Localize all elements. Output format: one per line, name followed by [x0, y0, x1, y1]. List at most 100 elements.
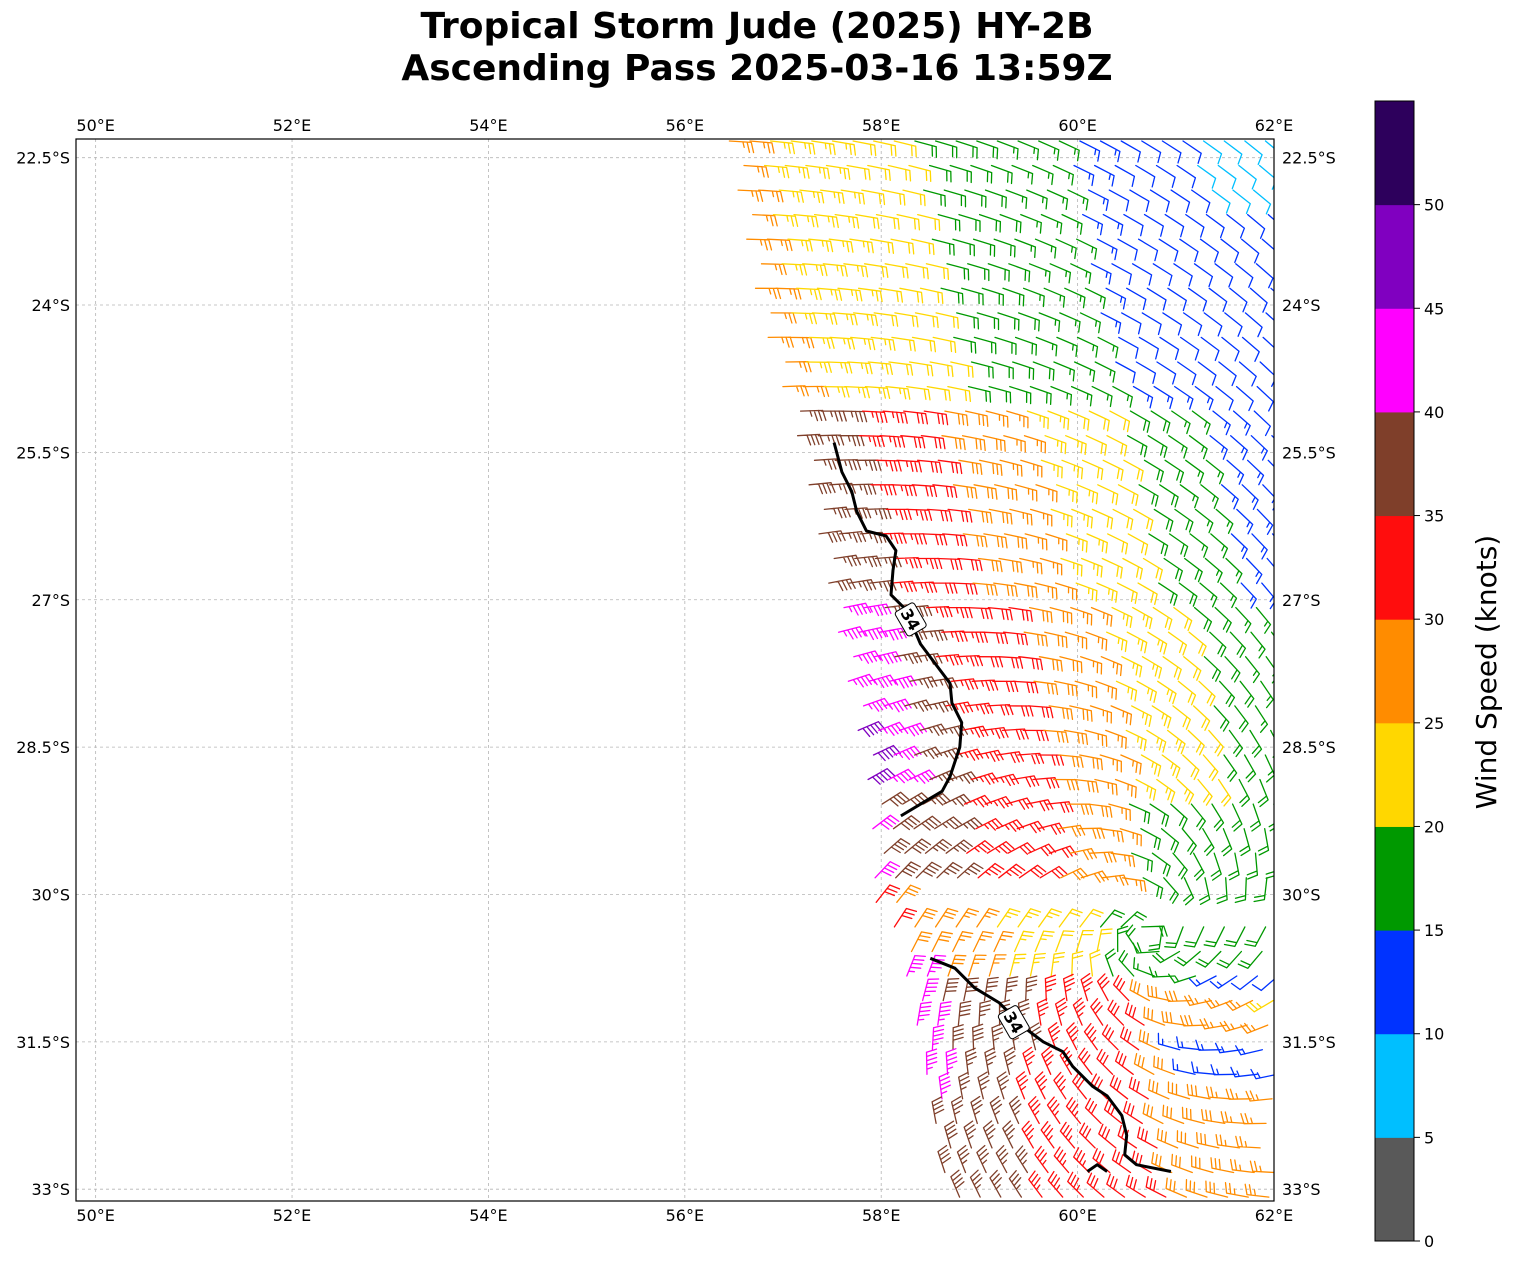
wind-barb — [1058, 140, 1080, 162]
wind-barb — [883, 838, 911, 854]
wind-barb — [970, 361, 994, 379]
contour-label-box — [894, 602, 927, 637]
wind-barb — [1197, 164, 1217, 189]
wind-barb — [728, 140, 755, 154]
wind-barb — [862, 697, 892, 712]
wind-barb — [1025, 799, 1054, 812]
wind-barb — [1060, 867, 1089, 881]
wind-barb — [967, 263, 990, 282]
wind-barb — [1226, 213, 1246, 239]
wind-barb — [1164, 926, 1184, 949]
wind-barb — [1078, 827, 1105, 839]
wind-barb — [1001, 728, 1029, 740]
wind-barb — [1025, 975, 1038, 1002]
wind-barb — [921, 978, 940, 1002]
wind-barb — [752, 213, 778, 227]
wind-barb — [991, 361, 1014, 380]
wind-barb — [1014, 238, 1037, 259]
wind-barb — [1230, 975, 1259, 991]
wind-barb — [1138, 336, 1159, 360]
wind-barb — [1162, 1104, 1185, 1125]
wind-barb — [1201, 1108, 1226, 1125]
wind-barb — [993, 930, 1015, 953]
wind-barb — [1159, 336, 1180, 361]
wind-barb — [1108, 803, 1131, 822]
wind-barb — [1177, 361, 1197, 386]
wind-barb — [1118, 950, 1135, 977]
wind-barb — [1151, 852, 1171, 877]
wind-barb — [955, 140, 978, 159]
wind-barb — [931, 1096, 945, 1125]
wind-barb — [994, 484, 1018, 501]
wind-barb — [913, 815, 942, 831]
wind-barb — [1234, 705, 1249, 733]
wind-barb — [1047, 1170, 1064, 1198]
wind-barb — [1244, 312, 1263, 338]
wind-barb — [989, 1095, 1003, 1125]
wind-barb — [1255, 606, 1272, 634]
wind-barb — [1116, 582, 1138, 604]
wind-barb — [1203, 926, 1225, 948]
wind-barb — [1249, 803, 1262, 832]
wind-barb — [1065, 533, 1088, 553]
wind-barb — [1166, 729, 1186, 755]
wind-barb — [1067, 189, 1089, 211]
wind-barb — [968, 954, 987, 977]
wind-barb — [950, 361, 974, 378]
wind-barb — [1002, 287, 1025, 307]
wind-barb — [1043, 287, 1066, 308]
wind-barb — [1245, 1090, 1273, 1102]
wind-barb — [1250, 435, 1268, 461]
wind-barb — [1091, 508, 1114, 530]
wind-barb — [1012, 361, 1035, 381]
wind-barb — [1106, 1173, 1126, 1198]
wind-barb — [867, 361, 893, 376]
wind-barb — [928, 164, 952, 183]
wind-barb — [1241, 484, 1259, 510]
wind-barb — [1071, 508, 1093, 529]
wind-barb — [1050, 508, 1073, 528]
wind-barb — [1056, 336, 1078, 358]
wind-barb — [1217, 778, 1232, 807]
wind-barb — [1188, 975, 1217, 987]
wind-barb — [1189, 533, 1209, 558]
chart-title-line-1: Tropical Storm Jude (2025) HY-2B — [420, 6, 1094, 47]
wind-barb — [1007, 705, 1034, 717]
wind-barb — [1027, 705, 1054, 719]
wind-barb — [890, 484, 917, 497]
wind-barb — [1078, 1122, 1096, 1149]
wind-barb — [944, 1120, 958, 1149]
wind-barb — [964, 189, 987, 208]
wind-barb — [1200, 484, 1219, 509]
wind-barb — [1140, 828, 1161, 851]
wind-barb — [1198, 877, 1211, 905]
wind-barb — [1072, 997, 1086, 1026]
wind-barb — [1084, 729, 1108, 748]
contour-label-box — [997, 1005, 1030, 1040]
wind-barb — [1156, 778, 1176, 803]
wind-barb — [1210, 533, 1229, 559]
wind-barb — [799, 409, 827, 422]
wind-barb — [976, 907, 1000, 928]
wind-barb — [1129, 189, 1150, 212]
wind-barb — [1019, 557, 1043, 575]
wind-barb — [1101, 557, 1123, 579]
wind-barb — [892, 815, 921, 831]
wind-barb — [1224, 1182, 1249, 1198]
wind-barb — [1121, 877, 1147, 893]
map-frame — [75, 138, 1275, 1202]
wind-barb — [1249, 1160, 1274, 1174]
wind-barb — [1148, 926, 1164, 951]
wind-barb — [1038, 312, 1061, 333]
wind-barb — [1128, 803, 1151, 825]
wind-barb — [977, 557, 1003, 573]
wind-barb — [989, 1169, 1002, 1198]
wind-barb — [1009, 953, 1027, 977]
wind-barb — [1161, 754, 1181, 779]
lon-tick-label-bottom: 60°E — [1058, 1206, 1096, 1225]
wind-barb — [1102, 459, 1124, 481]
wind-barb — [1017, 312, 1040, 332]
wind-barb — [1111, 263, 1132, 286]
wind-barb — [905, 605, 933, 617]
wind-barb — [849, 483, 877, 495]
